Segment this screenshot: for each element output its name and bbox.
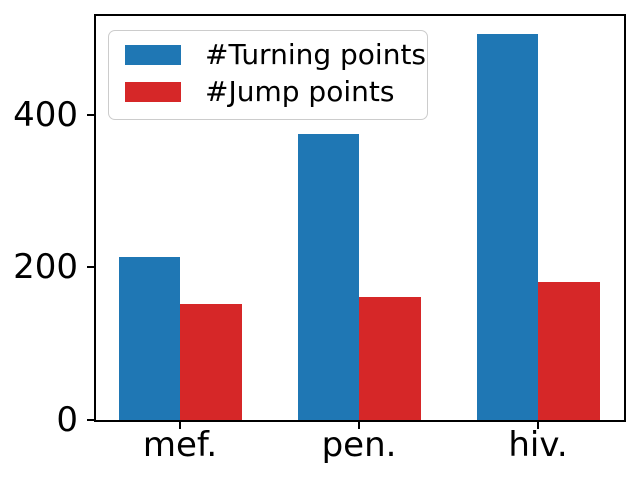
legend-label: #Jump points bbox=[205, 75, 395, 108]
legend-swatch-jump-points bbox=[125, 82, 181, 102]
x-tick-mark bbox=[537, 422, 539, 429]
y-tick-label: 400 bbox=[13, 94, 78, 135]
bar-turning-points-pen bbox=[297, 133, 359, 420]
x-tick-label-hiv: hiv. bbox=[508, 425, 568, 465]
bar-turning-points-hiv bbox=[476, 34, 538, 420]
legend-label: #Turning points bbox=[205, 38, 427, 71]
x-tick-mark bbox=[358, 422, 360, 429]
legend-entry: #Turning points bbox=[125, 40, 426, 70]
y-tick-mark bbox=[87, 266, 94, 269]
legend-swatch-turning-points bbox=[125, 45, 181, 65]
bar-jump-points-pen bbox=[359, 297, 421, 420]
y-tick-label: 200 bbox=[13, 247, 78, 288]
x-tick-label-pen: pen. bbox=[321, 425, 397, 465]
legend: #Turning points #Jump points bbox=[108, 30, 428, 120]
x-tick-mark bbox=[179, 422, 181, 429]
plot-area: #Turning points #Jump points bbox=[94, 14, 626, 422]
y-tick-mark bbox=[87, 113, 94, 116]
bar-jump-points-hiv bbox=[538, 281, 600, 420]
bar-jump-points-mef bbox=[180, 303, 242, 420]
y-tick-label: 0 bbox=[56, 400, 78, 440]
bar-turning-points-mef bbox=[118, 257, 180, 420]
y-tick-mark bbox=[87, 419, 94, 421]
legend-entry: #Jump points bbox=[125, 77, 411, 107]
x-tick-label-mef: mef. bbox=[142, 425, 218, 465]
